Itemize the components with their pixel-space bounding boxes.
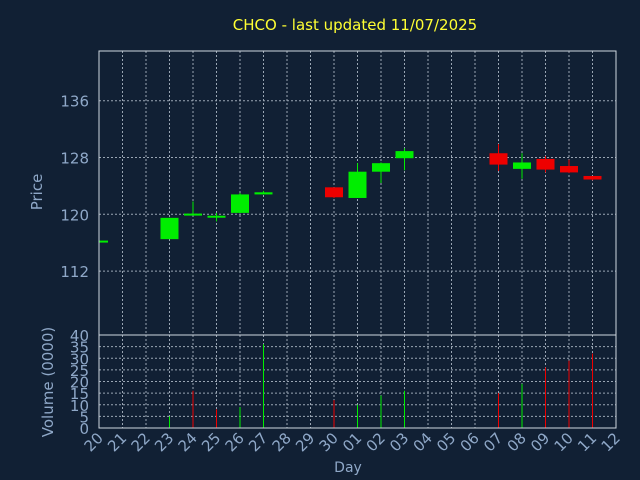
volume-tick-label: 25 [70, 362, 89, 380]
price-tick-label: 136 [60, 93, 89, 111]
candle-body [160, 217, 179, 240]
volume-tick-label: 20 [70, 374, 89, 392]
price-tick-label: 120 [60, 206, 89, 224]
volume-tick-label: 40 [70, 327, 89, 345]
candle-body [231, 194, 249, 213]
volume-tick-label: 35 [70, 339, 89, 357]
x-tick-labels: 2021222324252627282930010203040506070809… [81, 429, 624, 455]
candle-body [372, 163, 390, 172]
volume-axis-label: Volume (0000) [39, 327, 57, 437]
price-tick-label: 112 [60, 263, 89, 281]
price-tick-label: 128 [60, 150, 89, 168]
volume-frame [98, 334, 617, 429]
candle-body [184, 213, 202, 216]
candle-body [395, 151, 414, 159]
volume-tick-label: 15 [70, 385, 89, 403]
candle-body [560, 166, 578, 173]
x-axis-label: Day [334, 460, 362, 476]
volume-tick-label: 0 [79, 420, 89, 438]
candle-body [254, 192, 273, 195]
chart-title: CHCO - last updated 11/07/2025 [233, 16, 477, 34]
candle-body [513, 162, 531, 169]
price-axis-label: Price [28, 174, 46, 211]
volume-tick-label: 5 [79, 408, 89, 426]
candle-body [99, 240, 108, 243]
candle-body [536, 158, 555, 170]
candle-body [325, 187, 343, 198]
candle-body [207, 215, 226, 218]
volume-tick-label: 10 [70, 397, 89, 415]
candle-body [489, 153, 508, 165]
price-panel: 112 120 128 136 [60, 50, 617, 336]
candle-body [583, 175, 602, 180]
candle-body [348, 171, 367, 198]
volume-tick-label: 30 [70, 350, 89, 368]
